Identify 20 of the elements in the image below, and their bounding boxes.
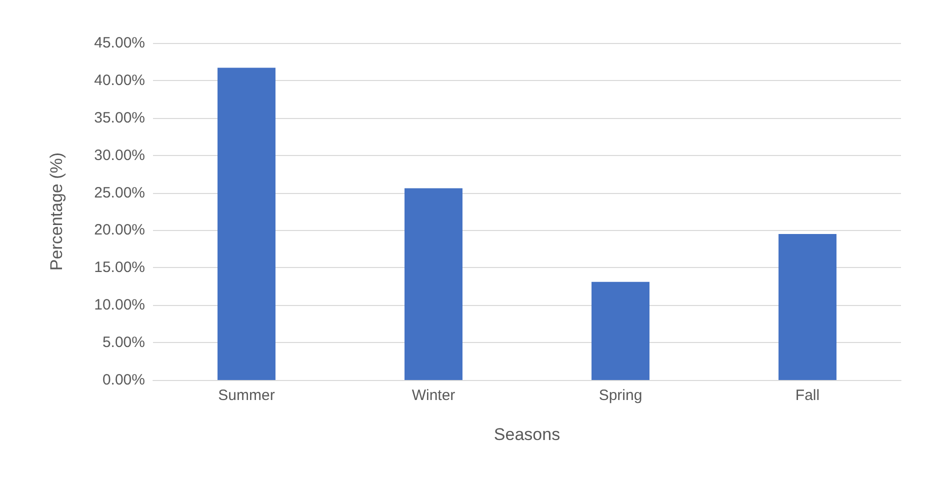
x-tick-label: Summer xyxy=(218,387,275,404)
y-tick-label: 10.00% xyxy=(94,296,145,314)
y-tick-label: 45.00% xyxy=(94,34,145,52)
bar xyxy=(404,188,462,380)
y-tick-label: 25.00% xyxy=(94,184,145,202)
y-tick-label: 40.00% xyxy=(94,72,145,89)
bar xyxy=(592,282,650,380)
x-tick-label: Fall xyxy=(795,387,820,404)
bar xyxy=(218,68,276,380)
y-tick-label: 5.00% xyxy=(102,334,145,352)
y-tick-label: 15.00% xyxy=(94,259,145,276)
y-tick-label: 0.00% xyxy=(102,372,145,388)
bar xyxy=(778,234,836,380)
y-tick-label: 35.00% xyxy=(94,109,145,126)
y-axis-title: Percentage (%) xyxy=(47,152,66,271)
y-tick-label: 30.00% xyxy=(94,146,145,164)
x-tick-label: Spring xyxy=(598,387,642,404)
y-tick-label: 20.00% xyxy=(94,222,145,239)
x-tick-label: Winter xyxy=(412,387,456,404)
x-axis-title: Seasons xyxy=(494,425,560,444)
